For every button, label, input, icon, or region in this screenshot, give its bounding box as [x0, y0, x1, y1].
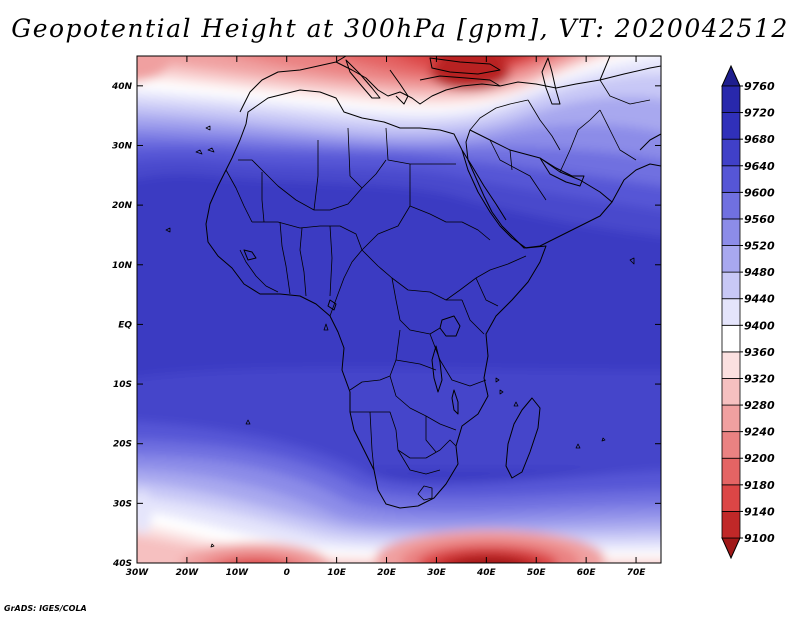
y-tick-label: 10S — [113, 380, 132, 390]
colorbar-label: 9280 — [744, 399, 775, 412]
colorbar-label: 9320 — [744, 372, 775, 385]
x-tick-label: 30E — [427, 568, 447, 578]
colorbar-swatch — [721, 218, 741, 246]
islands — [165, 125, 635, 548]
colorbar-label: 9360 — [744, 346, 775, 359]
y-tick-label: 40S — [112, 559, 132, 569]
x-tick-label: 40E — [476, 568, 497, 578]
europe-coastline — [239, 61, 661, 113]
colorbar-swatch — [721, 431, 741, 459]
africa-coastline — [205, 89, 547, 509]
colorbar-swatch — [721, 85, 741, 113]
y-axis: 40S 30S 20S 10S EQ 10N 20N 30N 40N — [111, 82, 661, 569]
colorbar: 9100 9140 9180 9200 9240 9280 9320 9360 9400 9440… — [721, 64, 775, 560]
colorbar-label: 9100 — [744, 532, 775, 545]
colorbar-label: 9680 — [744, 133, 775, 146]
x-tick-label: 20W — [176, 568, 200, 578]
chart-title: Geopotential Height at 300hPa [gpm], VT:… — [11, 14, 789, 43]
colorbar-label: 9400 — [744, 319, 775, 332]
y-tick-label: 20S — [113, 440, 132, 450]
colorbar-label: 9480 — [744, 266, 775, 279]
x-tick-label: 0 — [284, 568, 290, 578]
colorbar-label: 9600 — [744, 186, 775, 199]
x-tick-label: 30W — [126, 568, 150, 578]
height-field — [137, 56, 661, 563]
colorbar-swatch — [721, 484, 741, 512]
y-tick-label: 10N — [112, 261, 133, 271]
colorbar-swatch — [721, 165, 741, 193]
colorbar-high-triangle — [721, 64, 741, 87]
x-tick-label: 60E — [577, 568, 597, 578]
x-tick-label: 70E — [627, 568, 647, 578]
colorbar-label: 9520 — [744, 240, 775, 253]
country-borders — [225, 79, 651, 501]
madagascar-coastline — [505, 397, 541, 479]
y-tick-label: 20N — [112, 201, 133, 211]
colorbar-swatch — [721, 378, 741, 406]
colorbar-swatch — [721, 404, 741, 433]
y-tick-label: 30S — [113, 499, 132, 509]
colorbar-swatch — [721, 112, 741, 140]
colorbar-swatch — [721, 298, 741, 326]
colorbar-label: 9140 — [744, 505, 775, 518]
colorbar-label: 9640 — [744, 160, 775, 173]
colorbar-swatch — [721, 138, 741, 167]
colorbar-swatch — [721, 271, 741, 300]
x-tick-label: 10E — [327, 568, 347, 578]
colorbar-swatch — [721, 191, 741, 220]
colorbar-low-triangle — [721, 537, 741, 560]
colorbar-swatch — [721, 324, 741, 353]
colorbar-label: 9180 — [744, 479, 775, 492]
colorbar-label: 9240 — [744, 426, 775, 439]
lake-malawi — [451, 389, 459, 415]
colorbar-label: 9200 — [744, 452, 775, 465]
x-tick-label: 50E — [527, 568, 547, 578]
coastlines — [165, 56, 661, 548]
lake-tanganyika — [431, 345, 443, 393]
plot-frame — [136, 55, 662, 564]
colorbar-label: 9760 — [744, 80, 775, 93]
colorbar-label: 9440 — [744, 293, 775, 306]
credit-label: GrADS: IGES/COLA — [4, 604, 87, 613]
y-tick-label: 40N — [111, 82, 133, 92]
x-tick-label: 20E — [377, 568, 397, 578]
x-tick-label: 10W — [226, 568, 250, 578]
x-axis: 30W 20W 10W 0 10E 20E 30E 40E 50E 60E 70E — [126, 56, 646, 578]
colorbar-swatch — [721, 457, 741, 486]
colorbar-label: 9720 — [744, 107, 775, 120]
y-tick-label: 30N — [112, 141, 133, 151]
colorbar-label: 9560 — [744, 213, 775, 226]
colorbar-swatch — [721, 511, 741, 539]
colorbar-swatch — [721, 351, 741, 379]
colorbar-swatch — [721, 245, 741, 273]
y-tick-label: EQ — [118, 320, 132, 330]
